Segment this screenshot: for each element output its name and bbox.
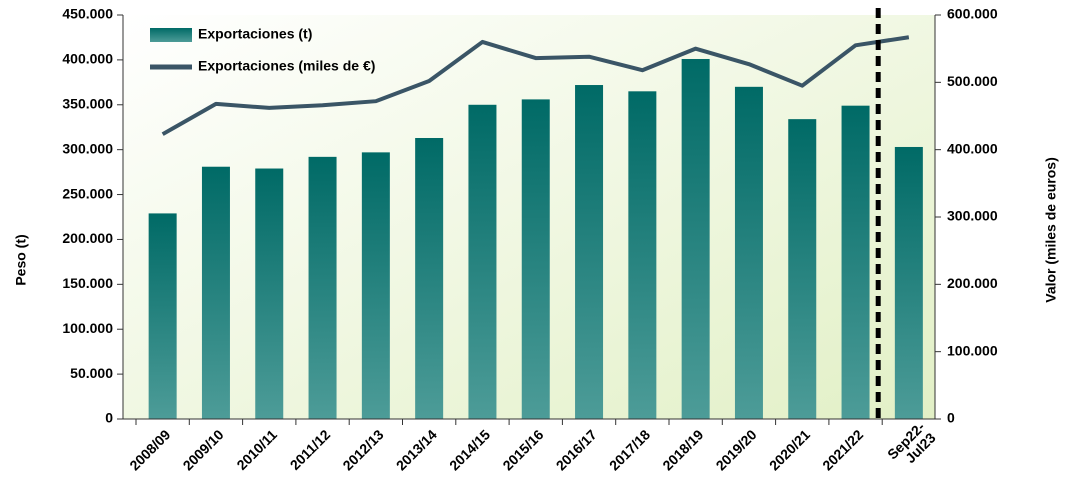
y-tick-label: 450.000 bbox=[62, 6, 113, 22]
y2-tick-label: 100.000 bbox=[947, 342, 998, 358]
bar bbox=[788, 119, 817, 420]
bar bbox=[468, 104, 497, 420]
legend-label: Exportaciones (miles de €) bbox=[198, 58, 375, 74]
bar bbox=[575, 85, 604, 419]
bar bbox=[841, 105, 870, 420]
x-tick-label: 2009/10 bbox=[180, 426, 227, 473]
y2-tick-label: 200.000 bbox=[947, 275, 998, 291]
bar bbox=[361, 152, 390, 420]
bar bbox=[148, 213, 177, 419]
x-tick-label: 2010/11 bbox=[233, 426, 280, 473]
x-tick-label: 2020/21 bbox=[766, 426, 813, 473]
y-tick-label: 50.000 bbox=[70, 365, 113, 381]
legend-label: Exportaciones (t) bbox=[198, 26, 312, 42]
y-tick-label: 100.000 bbox=[62, 320, 113, 336]
y2-tick-label: 600.000 bbox=[947, 6, 998, 22]
x-tick-label: 2013/14 bbox=[393, 426, 440, 473]
x-tick-label: 2014/15 bbox=[446, 426, 493, 473]
y-tick-label: 300.000 bbox=[62, 140, 113, 156]
bar bbox=[681, 58, 710, 419]
x-tick-label: Sep22-Jul23 bbox=[884, 418, 939, 473]
x-tick-label: 2011/12 bbox=[287, 426, 334, 473]
legend-swatch bbox=[150, 28, 192, 42]
x-tick-label: 2016/17 bbox=[553, 426, 600, 473]
y2-tick-label: 300.000 bbox=[947, 208, 998, 224]
y2-axis-title: Valor (miles de euros) bbox=[1043, 157, 1059, 303]
bar bbox=[734, 86, 763, 420]
bar bbox=[521, 99, 550, 419]
y2-tick-label: 400.000 bbox=[947, 140, 998, 156]
bar bbox=[255, 168, 284, 419]
y-tick-label: 0 bbox=[105, 410, 113, 426]
x-tick-label: 2008/09 bbox=[126, 426, 173, 473]
y-tick-label: 200.000 bbox=[62, 230, 113, 246]
line bbox=[161, 35, 910, 136]
y-axis-title: Peso (t) bbox=[13, 234, 29, 285]
bar bbox=[308, 156, 337, 420]
y-tick-label: 250.000 bbox=[62, 185, 113, 201]
x-tick-label: 2019/20 bbox=[713, 426, 760, 473]
x-tick-label: 2015/16 bbox=[499, 426, 546, 473]
y-tick-label: 150.000 bbox=[62, 275, 113, 291]
bar bbox=[201, 166, 230, 419]
x-tick-label: 2021/22 bbox=[819, 426, 866, 473]
y-tick-label: 350.000 bbox=[62, 95, 113, 111]
x-tick-label: 2012/13 bbox=[339, 426, 386, 473]
x-tick-label: 2018/19 bbox=[659, 426, 706, 473]
y2-tick-label: 500.000 bbox=[947, 73, 998, 89]
bar bbox=[628, 91, 657, 420]
bar bbox=[415, 137, 444, 420]
y2-tick-label: 0 bbox=[947, 410, 955, 426]
x-tick-label: 2017/18 bbox=[606, 426, 653, 473]
bar bbox=[894, 146, 923, 419]
y-tick-label: 400.000 bbox=[62, 51, 113, 67]
